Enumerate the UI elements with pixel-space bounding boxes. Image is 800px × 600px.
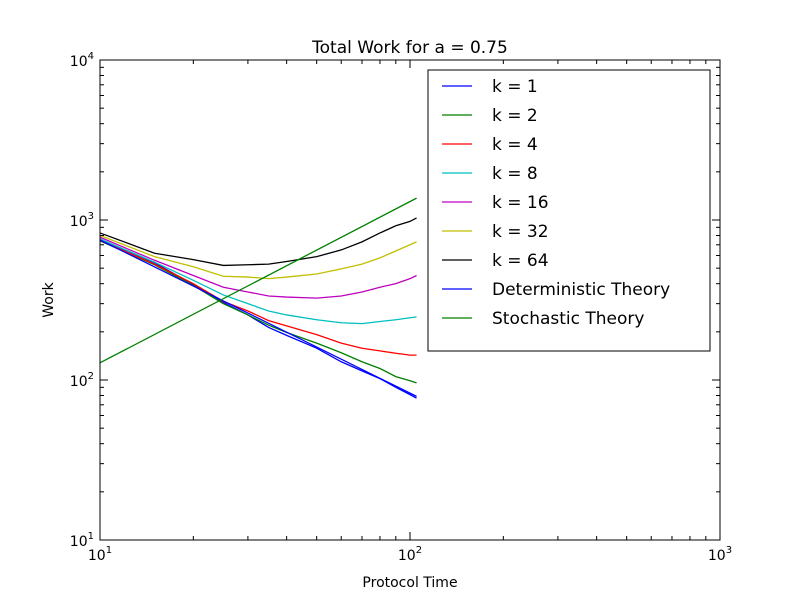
series-line-0 (99, 238, 417, 399)
legend-label: k = 32 (492, 222, 549, 242)
y-axis-title: Work (41, 281, 57, 317)
legend-label: k = 1 (492, 77, 538, 97)
series-line-2 (99, 239, 417, 356)
x-tick-label: 103 (708, 545, 732, 564)
y-tick-label: 101 (70, 531, 94, 550)
chart-title: Total Work for a = 0.75 (311, 38, 508, 58)
legend-label: k = 16 (492, 193, 549, 213)
series-line-8 (99, 197, 417, 364)
legend-box (427, 69, 711, 352)
series-layer (99, 197, 417, 399)
series-line-6 (99, 217, 417, 267)
x-tick-label: 101 (88, 545, 112, 564)
legend: k = 1 k = 2 k = 4 k = 8 k = 16 k = 32 k = 64 De… (427, 69, 711, 352)
x-tick-label: 102 (398, 545, 422, 564)
legend-label: k = 4 (492, 135, 538, 155)
legend-label: k = 8 (492, 164, 538, 184)
x-axis-title: Protocol Time (362, 575, 457, 591)
series-line-4 (99, 236, 417, 299)
plot-frame (99, 59, 721, 541)
series-line-7 (99, 239, 417, 397)
y-tick-label: 103 (70, 211, 94, 230)
legend-label: Deterministic Theory (492, 280, 670, 300)
y-tick-label: 104 (70, 51, 94, 70)
series-line-5 (99, 234, 417, 280)
ticks-layer: 101 102 103 101 102 103 104 (70, 51, 732, 564)
legend-label: k = 64 (492, 251, 549, 271)
y-tick-label: 102 (70, 371, 94, 390)
legend-label: k = 2 (492, 106, 538, 126)
legend-label: Stochastic Theory (492, 309, 644, 329)
series-line-3 (99, 238, 417, 325)
